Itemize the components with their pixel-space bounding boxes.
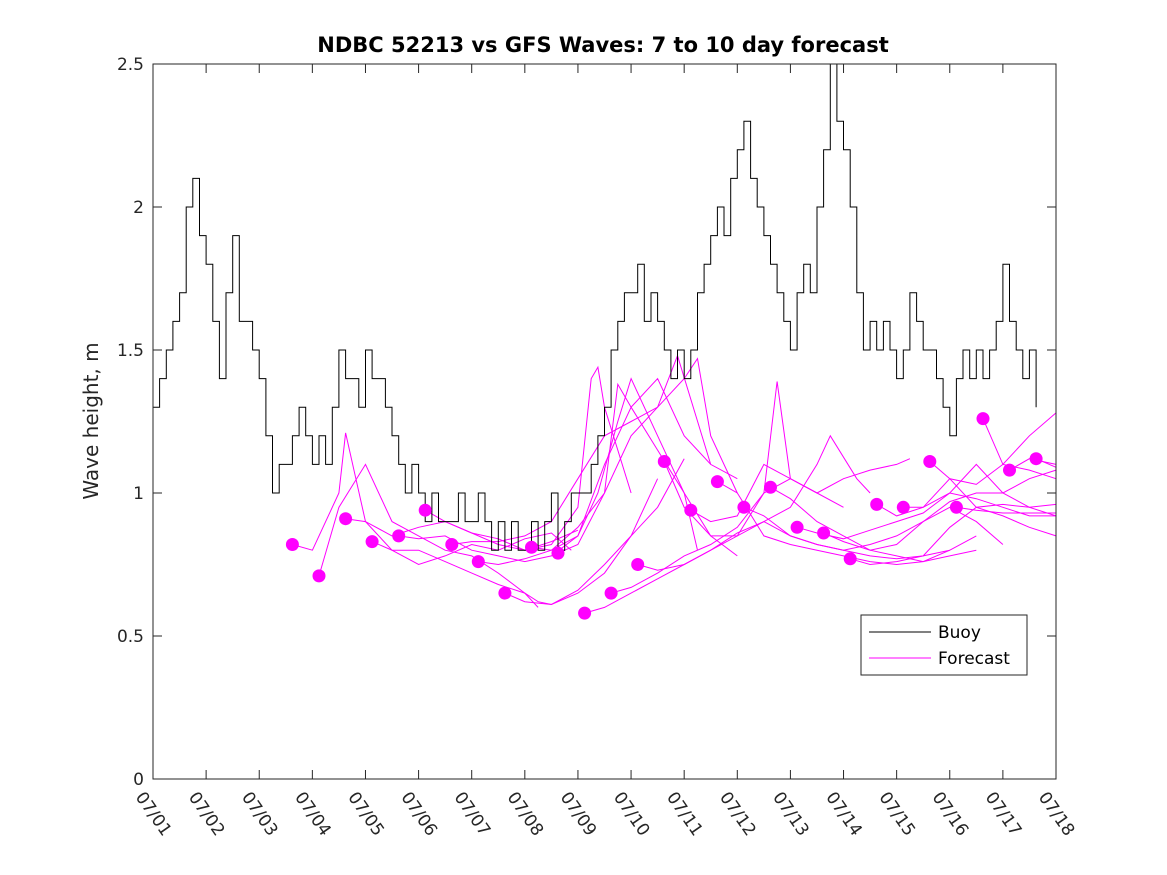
y-axis-label: Wave height, m xyxy=(79,342,103,499)
forecast-line-20 xyxy=(796,492,1056,540)
forecast-line-27 xyxy=(982,412,1057,466)
forecast-line-28 xyxy=(1009,458,1057,471)
forecast-start-marker-1 xyxy=(285,538,299,551)
forecast-start-marker-9 xyxy=(498,586,512,600)
forecast-start-marker-2 xyxy=(312,569,326,583)
forecast-start-marker-11 xyxy=(551,546,565,560)
forecast-line-8 xyxy=(478,357,738,566)
forecast-start-marker-8 xyxy=(471,555,485,569)
forecast-line-17 xyxy=(717,481,977,566)
forecast-line-2 xyxy=(318,463,539,608)
forecast-start-marker-23 xyxy=(870,497,884,511)
forecast-start-marker-22 xyxy=(843,552,857,566)
marker-layer xyxy=(285,412,1043,620)
forecast-line-7 xyxy=(451,354,712,545)
forecast-start-marker-10 xyxy=(525,540,538,554)
forecast-line-24 xyxy=(903,463,1057,508)
forecast-start-marker-5 xyxy=(392,529,406,543)
forecast-line-6 xyxy=(424,365,632,551)
forecast-line-11 xyxy=(557,382,738,557)
forecast-line-23 xyxy=(876,463,1057,517)
legend-buoy-label: Buoy xyxy=(938,623,981,643)
plot-frame xyxy=(152,63,1057,780)
forecast-line-1 xyxy=(292,432,572,566)
legend-box xyxy=(860,614,1028,676)
forecast-line-26 xyxy=(956,506,1056,514)
y-tick-label: 2 xyxy=(133,198,144,218)
chart-title: NDBC 52213 vs GFS Waves: 7 to 10 day for… xyxy=(317,33,888,57)
forecast-start-marker-7 xyxy=(445,538,459,551)
forecast-start-marker-14 xyxy=(631,558,645,571)
forecast-start-marker-28 xyxy=(1003,463,1016,477)
forecast-line-9 xyxy=(504,458,685,606)
forecast-line-21 xyxy=(823,469,1057,551)
legend: Buoy Forecast xyxy=(860,614,1028,676)
forecast-start-marker-3 xyxy=(339,512,353,526)
y-tick-label: 0 xyxy=(133,770,144,790)
y-tick-label: 0.5 xyxy=(117,627,144,647)
forecast-start-marker-16 xyxy=(684,503,698,517)
y-tick-label: 1.5 xyxy=(117,341,144,361)
forecast-line-16 xyxy=(690,458,911,523)
forecast-start-marker-20 xyxy=(790,520,804,534)
forecast-start-marker-17 xyxy=(710,475,724,489)
forecast-start-marker-21 xyxy=(817,526,831,540)
forecast-start-marker-26 xyxy=(949,500,963,514)
forecast-start-marker-29 xyxy=(1029,452,1043,466)
forecast-start-marker-27 xyxy=(976,412,990,426)
forecast-start-marker-25 xyxy=(923,455,937,468)
forecast-start-marker-12 xyxy=(578,606,592,620)
forecast-line-22 xyxy=(850,506,1057,566)
forecast-start-marker-15 xyxy=(657,455,671,468)
legend-forecast-label: Forecast xyxy=(938,649,1010,669)
forecast-start-marker-6 xyxy=(418,503,432,517)
y-tick-label: 2.5 xyxy=(117,55,144,75)
forecast-start-marker-18 xyxy=(737,500,751,514)
y-tick-label: 1 xyxy=(133,484,144,504)
forecast-start-marker-19 xyxy=(764,480,777,494)
forecast-start-marker-4 xyxy=(365,535,379,549)
forecast-line-4 xyxy=(371,478,659,606)
forecast-start-marker-24 xyxy=(896,500,910,514)
buoy-line xyxy=(153,63,1037,551)
forecast-line-25 xyxy=(929,461,1057,508)
forecast-start-marker-13 xyxy=(604,586,618,600)
series-layer xyxy=(153,63,1057,614)
